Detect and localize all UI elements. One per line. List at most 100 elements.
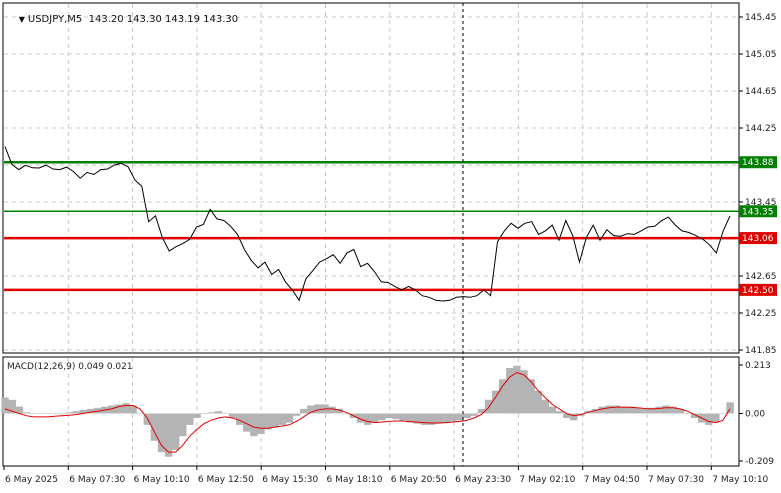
level-label-bg (739, 205, 777, 218)
macd-bar (420, 413, 429, 425)
macd-bar (719, 413, 727, 414)
symbol-label[interactable]: USDJPY,M5 (27, 14, 83, 25)
macd-bar (257, 413, 265, 434)
price-series (4, 146, 731, 302)
level-labels: 143.88 143.35 143.06 142.50 (739, 156, 777, 296)
macd-bar (371, 413, 379, 423)
price-tick-label: 144.65 (745, 87, 777, 97)
macd-bar (243, 413, 251, 432)
macd-bar (413, 413, 422, 424)
macd-bar (164, 413, 173, 457)
macd-bar (648, 407, 656, 414)
macd-tick-label: -0.209 (745, 457, 774, 467)
macd-bar (236, 413, 244, 425)
macd-bar (93, 407, 102, 414)
price-tick-label: 144.25 (745, 124, 777, 134)
macd-bar (626, 406, 635, 414)
macd-label: MACD(12,26,9) 0.049 0.021 (7, 362, 133, 372)
macd-bar (712, 413, 720, 423)
macd-bar (491, 390, 500, 414)
time-tick-label: 6 May 23:30 (455, 475, 511, 485)
macd-bar (129, 405, 137, 414)
time-axis: 6 May 2025 6 May 07:30 6 May 10:10 6 May 12… (3, 466, 769, 485)
macd-bar (150, 413, 159, 441)
price-line (4, 146, 731, 302)
macd-bar (555, 411, 564, 414)
price-tick-label: 143.45 (745, 198, 777, 208)
macd-bar (328, 406, 336, 414)
price-tick-label: 145.05 (745, 50, 777, 60)
price-tick-label: 142.65 (745, 272, 777, 282)
level-label-bg (739, 283, 777, 296)
macd-bar (264, 413, 272, 430)
macd-axis: 0.213 0.00 -0.209 (739, 361, 774, 467)
grid-lines (4, 4, 739, 465)
macd-bar (463, 413, 471, 418)
price-levels (4, 160, 739, 292)
chart-header: ▼ USDJPY,M5 143.20 143.30 143.19 143.30 (6, 3, 238, 36)
macd-bar (8, 399, 16, 414)
macd-bar (58, 413, 66, 414)
macd-bar (86, 408, 95, 414)
macd-bar (470, 413, 478, 416)
macd-signal-line (4, 371, 731, 453)
macd-bar (605, 405, 613, 414)
macd-bar (378, 413, 386, 421)
macd-bar (634, 407, 642, 414)
macd-bar (221, 413, 230, 414)
price-tick-label: 145.45 (745, 13, 777, 23)
macd-bar (499, 379, 507, 414)
macd-bar (186, 413, 194, 425)
macd-bar (619, 406, 628, 414)
macd-bar (79, 410, 87, 414)
time-tick-label: 6 May 10:10 (134, 475, 190, 485)
level-label-bg (739, 232, 777, 245)
macd-bar (534, 390, 542, 414)
level-label: 143.06 (742, 234, 774, 244)
time-tick-label: 7 May 02:10 (519, 475, 575, 485)
macd-bar (690, 413, 699, 418)
macd-bar (506, 368, 514, 414)
macd-bar (612, 405, 621, 414)
macd-bar (314, 404, 322, 414)
macd-bar (726, 402, 734, 414)
level-label: 142.50 (742, 286, 774, 296)
macd-bar (449, 413, 457, 422)
macd-bar (520, 370, 528, 414)
macd-bar (193, 413, 201, 418)
macd-tick-label: 0.213 (745, 361, 771, 371)
macd-bar (427, 413, 436, 425)
time-tick-label: 6 May 18:10 (327, 475, 383, 485)
macd-bar (44, 413, 52, 414)
macd-bar (435, 413, 443, 424)
macd-bar (527, 379, 535, 414)
macd-bar (513, 365, 521, 414)
macd-bar (22, 412, 31, 414)
macd-bar (108, 405, 116, 414)
macd-bar (669, 406, 677, 414)
price-tick-label: 141.85 (745, 346, 777, 356)
macd-bar (271, 413, 279, 428)
macd-bar (292, 413, 301, 416)
macd-bar (228, 413, 237, 418)
macd-bar (51, 413, 59, 414)
macd-bar (598, 406, 606, 414)
triangle-down-icon[interactable]: ▼ (18, 15, 25, 24)
macd-bar (356, 413, 365, 423)
level-label: 143.35 (742, 207, 774, 217)
macd-bar (342, 413, 350, 414)
time-tick-label: 7 May 04:50 (584, 475, 640, 485)
macd-bar (570, 413, 578, 421)
macd-bar (65, 412, 73, 414)
macd-bar (207, 412, 215, 414)
macd-tick-label: 0.00 (745, 409, 765, 419)
macd-bar (285, 413, 294, 423)
macd-series (1, 365, 734, 457)
macd-bar (335, 408, 343, 414)
time-tick-label: 6 May 12:50 (198, 475, 254, 485)
macd-bar (477, 408, 486, 414)
macd-bar (250, 413, 258, 437)
macd-bar (278, 413, 287, 425)
